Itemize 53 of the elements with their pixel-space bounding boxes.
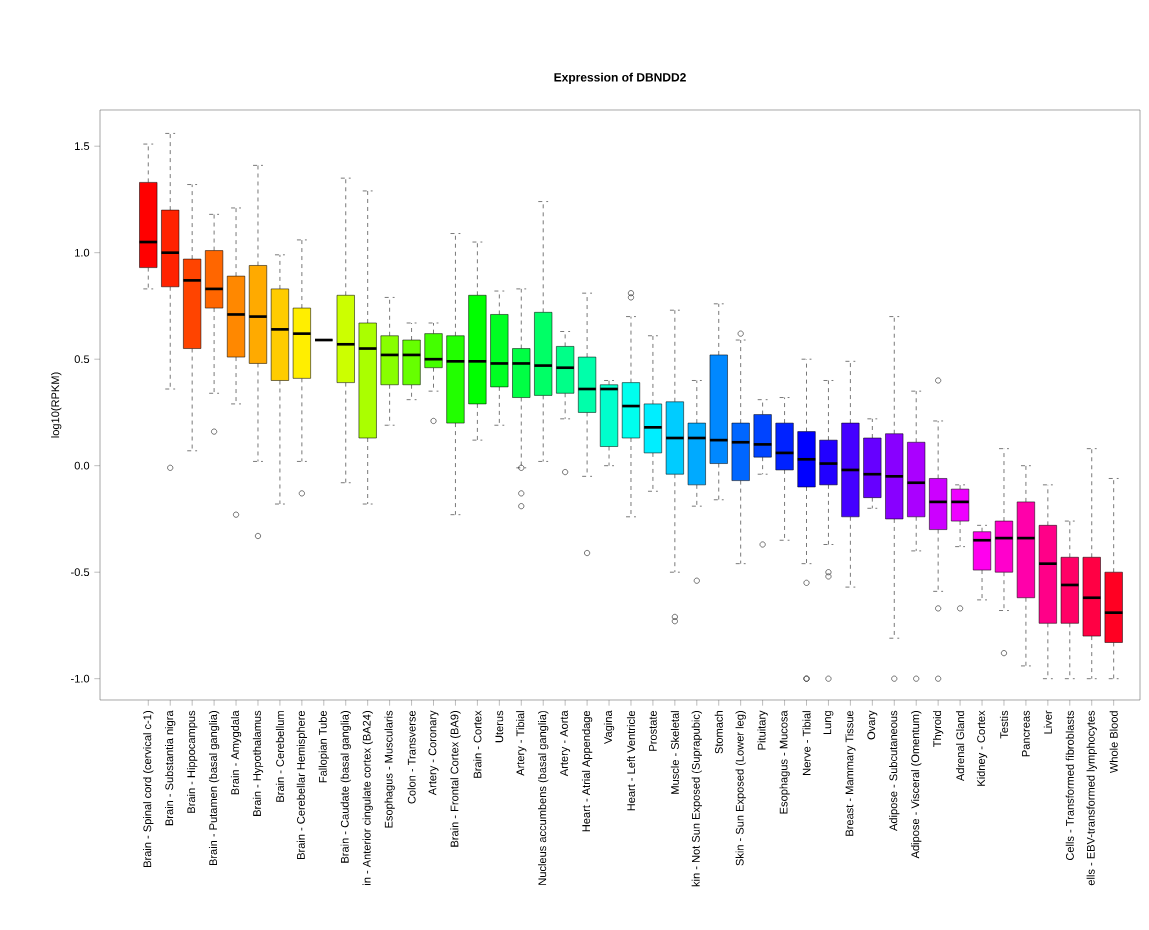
x-tick-label: Breast - Mammary Tissue bbox=[845, 710, 856, 836]
x-tick-label: Nerve - Tibial bbox=[802, 711, 811, 775]
x-tick-label: Ovary bbox=[867, 710, 878, 740]
x-tick-label: Brain - Caudate (basal ganglia) bbox=[340, 711, 351, 863]
x-tick-label: Skin - Sun Exposed (Lower leg) bbox=[735, 711, 746, 866]
x-tick-label: Pituitary bbox=[757, 710, 768, 750]
x-tick-label: Liver bbox=[1043, 710, 1052, 734]
x-tick-label: Artery - Coronary bbox=[428, 710, 439, 796]
x-tick-label: Lung bbox=[823, 711, 834, 735]
x-tick-label: Brain - Frontal Cortex (BA9) bbox=[450, 711, 461, 847]
x-tick-label: Muscle - Skeletal bbox=[670, 711, 679, 794]
x-tick-label: Brain - Amygdala bbox=[230, 710, 242, 795]
x-tick-label: Kidney - Cortex bbox=[976, 710, 988, 786]
x-tick-label: Brain - Putamen (basal ganglia) bbox=[208, 711, 220, 866]
x-tick-label: Brain - Spinal cord (cervical c-1) bbox=[143, 711, 154, 867]
y-tick-label: 1.0 bbox=[75, 248, 90, 257]
x-tick-label: Heart - Atrial Appendage bbox=[581, 710, 593, 832]
y-tick-label: -1.0 bbox=[71, 674, 90, 683]
x-tick-label: Brain - Cortex bbox=[473, 710, 482, 778]
y-tick-label: 0.0 bbox=[74, 461, 90, 470]
x-tick-label: Brain - Substantia nigra bbox=[165, 710, 176, 826]
x-tick-label: Thyroid bbox=[933, 711, 944, 748]
x-tick-label: Fallopian Tube bbox=[318, 710, 329, 783]
x-tick-label: Adipose - Subcutaneous bbox=[889, 710, 900, 831]
x-tick-label: Uterus bbox=[495, 710, 504, 743]
x-tick-label: Esophagus - Muscularis bbox=[384, 710, 395, 828]
x-tick-label: in - Anterior cingulate cortex (BA24) bbox=[362, 711, 373, 885]
y-tick-label: -0.5 bbox=[71, 568, 90, 577]
x-tick-label: Brain - Hippocampus bbox=[187, 710, 198, 813]
y-tick-label: 0.5 bbox=[74, 355, 90, 364]
x-tick-label: Nucleus accumbens (basal ganglia) bbox=[538, 711, 549, 885]
x-tick-label: Artery - Aorta bbox=[560, 710, 571, 777]
y-axis-title: log10(RPKM) bbox=[51, 372, 62, 438]
x-tick-label: Colon - Transverse bbox=[407, 710, 416, 804]
x-tick-label: Stomach bbox=[714, 711, 723, 754]
x-tick-label: Whole Blood bbox=[1109, 711, 1118, 774]
x-tick-label: Brain - Cerebellar Hemisphere bbox=[296, 710, 308, 859]
x-tick-label: ells - EBV-transformed lymphocytes bbox=[1086, 710, 1097, 886]
x-tick-label: Prostate bbox=[649, 710, 657, 751]
x-tick-label: Vagina bbox=[603, 710, 615, 744]
y-tick-label: 1.5 bbox=[75, 142, 90, 151]
x-tick-label: Testis bbox=[999, 710, 1009, 739]
x-tick-label: Pancreas bbox=[1022, 710, 1030, 757]
x-tick-label: Adrenal Gland bbox=[956, 711, 965, 782]
x-tick-label: Heart - Left Ventricle bbox=[626, 710, 636, 811]
chart-title: Expression of DBNDD2 bbox=[554, 72, 686, 84]
x-tick-label: Brain - Hypothalamus bbox=[252, 710, 264, 816]
x-tick-label: Brain - Cerebellum bbox=[275, 711, 284, 802]
x-tick-label: Artery - Tibial bbox=[516, 711, 527, 776]
x-tick-label: Esophagus - Mucosa bbox=[779, 710, 790, 814]
x-tick-label: kin - Not Sun Exposed (Suprapubic) bbox=[691, 711, 702, 887]
x-tick-label: Cells - Transformed fibroblasts bbox=[1065, 710, 1074, 861]
x-tick-label: Adipose - Visceral (Omentum) bbox=[911, 711, 922, 859]
